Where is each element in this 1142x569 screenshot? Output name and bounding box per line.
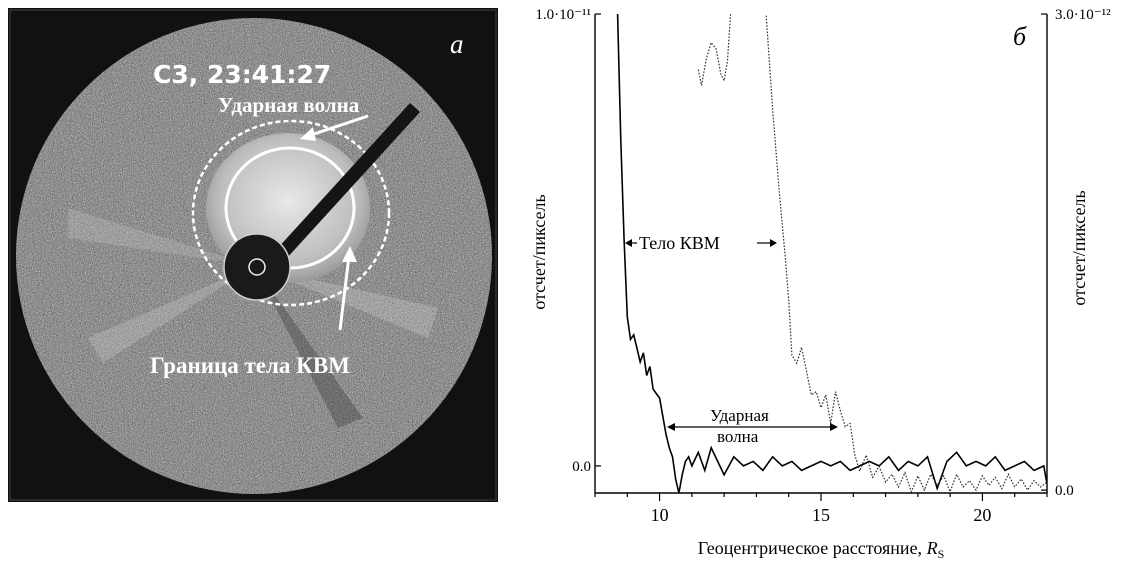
profile-chart: 10 15 20 1.0·10⁻¹¹ 0.0 3.0·10⁻¹² 0.0 Тело КВ…	[529, 7, 1111, 561]
shock-annotation-line1: Ударная	[710, 406, 769, 425]
shock-annotation-line2: волна	[717, 427, 759, 446]
y-left-tick-label: 0.0	[572, 459, 591, 475]
y-left-tick-label: 1.0·10⁻¹¹	[535, 7, 591, 23]
x-tick-labels: 10 15 20	[651, 505, 992, 525]
x-axis-ticks	[594, 493, 1048, 501]
series-dotted-line	[697, 14, 1047, 493]
y-right-tick-label: 3.0·10⁻¹²	[1055, 7, 1111, 23]
panel-b-letter: б	[1013, 22, 1027, 51]
cme-body-annotation-text: Тело КВМ	[639, 233, 720, 253]
y-axis-right-title: отсчет/пиксель	[1069, 190, 1089, 305]
y-right-tick-labels: 3.0·10⁻¹² 0.0	[1041, 7, 1111, 499]
shock-front-outline	[191, 119, 391, 307]
shock-arrow	[300, 114, 369, 141]
x-axis-title-symbol: R	[926, 538, 938, 558]
series-solid-line	[616, 14, 1047, 493]
x-axis-title-sub: S	[938, 547, 945, 561]
x-tick-label: 20	[973, 505, 991, 525]
shock-wave-label: Ударная волна	[218, 93, 360, 117]
cme-body-annotation: Тело КВМ	[625, 233, 777, 253]
series-group	[616, 14, 1047, 493]
cme-boundary-label: Граница тела КВМ	[150, 353, 350, 378]
panel-a-letter: а	[450, 29, 464, 59]
profile-chart-panel: 10 15 20 1.0·10⁻¹¹ 0.0 3.0·10⁻¹² 0.0 Тело КВ…	[505, 0, 1142, 564]
image-border	[9, 9, 497, 501]
x-axis-title: Геоцентрическое расстояние, RS	[698, 538, 945, 561]
occulter-pylon	[266, 103, 420, 270]
shock-annotation: Ударная волна	[667, 406, 838, 446]
instrument-time-label: C3, 23:41:27	[153, 60, 331, 89]
coronagraph-image: C3, 23:41:27 Ударная волна Граница тела …	[8, 8, 498, 502]
x-axis-title-main: Геоцентрическое расстояние,	[698, 538, 927, 558]
y-left-tick-labels: 1.0·10⁻¹¹ 0.0	[535, 7, 601, 475]
chart-axes	[594, 14, 1048, 494]
x-tick-label: 15	[812, 505, 830, 525]
sun-marker	[248, 258, 266, 276]
cme-boundary-arrow	[338, 246, 357, 331]
y-right-tick-label: 0.0	[1055, 483, 1074, 499]
x-tick-label: 10	[651, 505, 669, 525]
y-axis-left-title: отсчет/пиксель	[529, 194, 549, 309]
occulter-disk	[223, 233, 291, 301]
coronagraph-panel: C3, 23:41:27 Ударная волна Граница тела …	[8, 8, 498, 502]
field-of-view	[16, 18, 492, 494]
